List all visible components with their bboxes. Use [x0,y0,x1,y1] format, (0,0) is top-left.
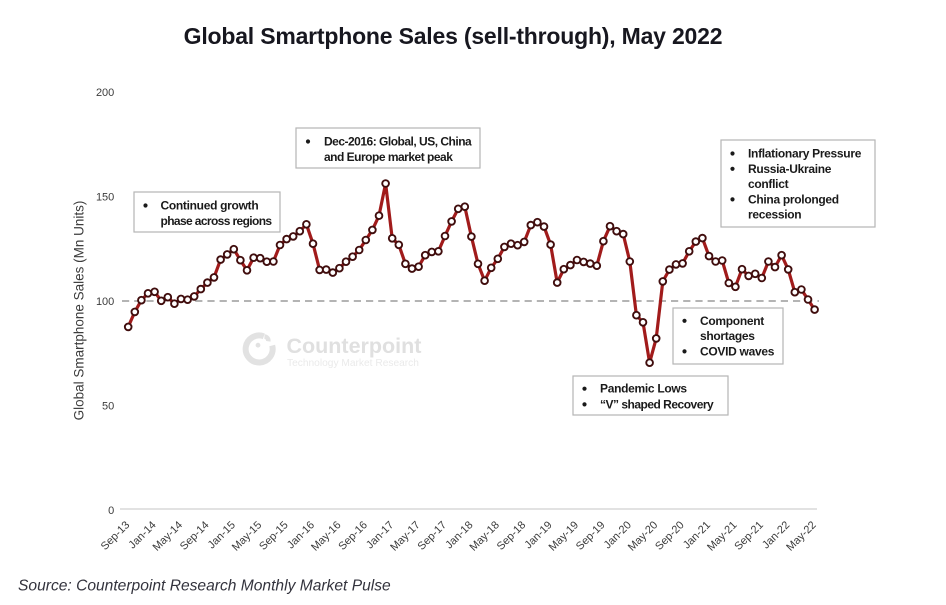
svg-text:Inflationary Pressure: Inflationary Pressure [748,147,862,161]
svg-text:shortages: shortages [700,329,755,343]
svg-text:recession: recession [748,208,801,222]
svg-text:Russia-Ukraine: Russia-Ukraine [748,162,832,176]
svg-text:Global Smartphone Sales (sell-: Global Smartphone Sales (sell-through), … [184,23,723,49]
svg-text:Continued growth: Continued growth [161,199,259,213]
svg-text:China prolonged: China prolonged [748,192,839,206]
svg-text:100: 100 [96,296,114,308]
svg-text:0: 0 [108,505,114,517]
svg-text:and Europe market peak: and Europe market peak [324,150,453,164]
svg-text:phase across regions: phase across regions [161,214,273,228]
svg-text:Source: Counterpoint Research: Source: Counterpoint Research Monthly Ma… [18,578,391,595]
svg-text:Global Smartphone Sales (Mn Un: Global Smartphone Sales (Mn Units) [72,201,87,421]
svg-text:“V” shaped Recovery: “V” shaped Recovery [600,397,714,411]
svg-text:COVID waves: COVID waves [700,344,775,358]
svg-text:150: 150 [96,192,114,204]
svg-text:50: 50 [102,401,114,413]
svg-text:Dec-2016: Global, US, China: Dec-2016: Global, US, China [324,135,472,149]
svg-text:200: 200 [96,87,114,99]
svg-text:Pandemic Lows: Pandemic Lows [600,382,687,396]
svg-text:Technology Market Research: Technology Market Research [287,358,419,369]
svg-text:conflict: conflict [748,177,789,191]
svg-text:Component: Component [700,314,764,328]
svg-text:Counterpoint: Counterpoint [287,334,422,358]
